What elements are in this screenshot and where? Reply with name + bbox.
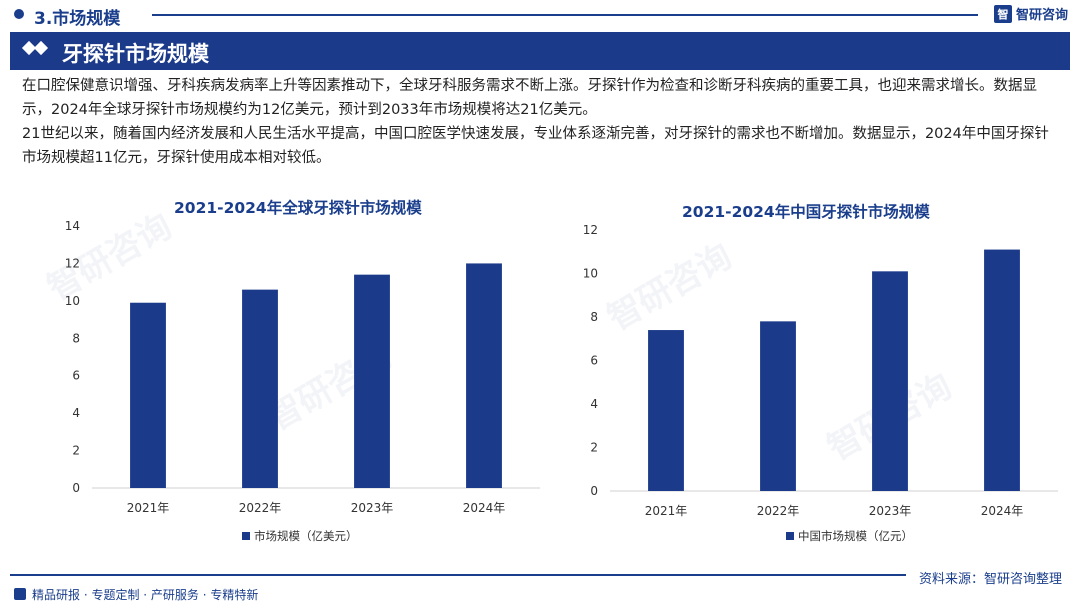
legend-label: 市场规模（亿美元） — [254, 529, 358, 543]
divider — [10, 574, 906, 576]
bar — [466, 263, 502, 488]
chart-title: 2021-2024年中国牙探针市场规模 — [682, 203, 930, 221]
bar — [984, 249, 1020, 491]
chart-title: 2021-2024年全球牙探针市场规模 — [174, 199, 422, 217]
y-tick-label: 0 — [590, 484, 598, 498]
chart-legend: 中国市场规模（亿元） — [786, 528, 913, 544]
brand-logo-icon: 智 — [993, 4, 1012, 23]
paragraph: 在口腔保健意识增强、牙科疾病发病率上升等因素推动下，全球牙科服务需求不断上涨。牙… — [22, 78, 1037, 118]
section-title: 3.市场规模 — [34, 9, 121, 29]
y-tick-label: 12 — [583, 223, 598, 237]
paragraph: 21世纪以来，随着国内经济发展和人民生活水平提高，中国口腔医学快速发展，专业体系… — [22, 126, 1049, 166]
page-title: 牙探针市场规模 — [62, 42, 209, 66]
brand-logo-icon — [14, 588, 26, 600]
x-tick-label: 2021年 — [127, 501, 170, 515]
bullet-icon — [14, 9, 24, 19]
x-tick-label: 2022年 — [239, 501, 282, 515]
source-note: 资料来源：智研咨询整理 — [918, 572, 1062, 587]
bar — [242, 289, 278, 488]
global-market-chart: 2021-2024年全球牙探针市场规模 0 2 4 6 8 10 12 14 2021年 2022… — [30, 188, 550, 558]
y-tick-label: 4 — [72, 406, 80, 420]
x-tick-label: 2024年 — [981, 504, 1024, 518]
x-tick-label: 2023年 — [351, 501, 394, 515]
chart-legend: 市场规模（亿美元） — [242, 528, 358, 544]
bar — [760, 321, 796, 491]
bar — [354, 274, 390, 488]
y-tick-label: 8 — [72, 331, 80, 345]
y-tick-label: 0 — [72, 481, 80, 495]
legend-swatch — [242, 532, 250, 540]
bottom-bar: 精品研报 · 专题定制 · 产研服务 · 专精特新 — [0, 584, 1080, 605]
y-tick-label: 4 — [590, 397, 598, 411]
y-tick-label: 6 — [72, 369, 80, 383]
y-tick-label: 6 — [590, 354, 598, 368]
x-tick-label: 2021年 — [645, 504, 688, 518]
legend-label: 中国市场规模（亿元） — [798, 529, 913, 543]
body-text: 在口腔保健意识增强、牙科疾病发病率上升等因素推动下，全球牙科服务需求不断上涨。牙… — [22, 74, 1062, 170]
bar — [872, 271, 908, 491]
x-tick-label: 2023年 — [869, 504, 912, 518]
header-bar: 牙探针市场规模 — [10, 32, 1070, 70]
legend-swatch — [786, 532, 794, 540]
y-tick-label: 2 — [590, 441, 598, 455]
bar-chart: 0 2 4 6 8 10 12 2021年 2022年 2023年 2024年 — [583, 223, 1058, 518]
divider — [152, 14, 978, 16]
bar — [648, 330, 684, 491]
brand: 智 智研咨询 — [993, 4, 1068, 23]
bar-chart: 0 2 4 6 8 10 12 14 2021年 2022年 2023年 2024年 — [65, 219, 540, 515]
y-tick-label: 10 — [583, 267, 598, 281]
y-tick-label: 8 — [590, 310, 598, 324]
bar — [130, 302, 166, 488]
double-diamond-icon — [21, 40, 49, 56]
y-tick-label: 2 — [72, 444, 80, 458]
x-tick-label: 2024年 — [463, 501, 506, 515]
top-bar: 3.市场规模 智 智研咨询 — [0, 0, 1080, 30]
x-tick-label: 2022年 — [757, 504, 800, 518]
y-tick-label: 10 — [65, 294, 80, 308]
china-market-chart: 2021-2024年中国牙探针市场规模 0 2 4 6 8 10 12 2021年 2022年 2… — [560, 192, 1070, 552]
y-tick-label: 14 — [65, 219, 80, 233]
brand-name: 智研咨询 — [1015, 8, 1068, 23]
bottom-tagline: 精品研报 · 专题定制 · 产研服务 · 专精特新 — [32, 588, 259, 602]
y-tick-label: 12 — [65, 256, 80, 270]
